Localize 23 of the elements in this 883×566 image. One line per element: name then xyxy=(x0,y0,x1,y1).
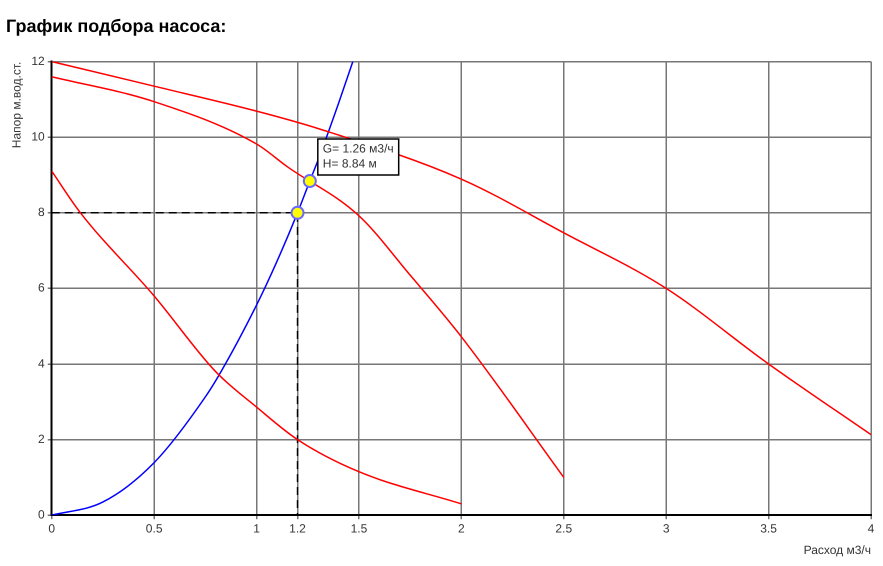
chart-title: График подбора насоса: xyxy=(6,16,226,36)
x-tick-label: 3.5 xyxy=(760,522,778,536)
y-tick-label: 8 xyxy=(38,205,46,220)
x-axis-title: Расход м3/ч xyxy=(804,543,871,558)
y-tick-label: 6 xyxy=(38,280,46,295)
y-tick-label: 2 xyxy=(38,432,46,446)
y-tick-label: 4 xyxy=(38,356,46,370)
y-axis-title: Напор м.вод.ст. xyxy=(10,62,24,148)
x-tick-label: 1.5 xyxy=(350,522,368,536)
y-tick-label: 10 xyxy=(31,130,46,144)
x-tick-label: 0.5 xyxy=(146,522,163,536)
x-tick-label: 1.2 xyxy=(289,522,306,536)
line-series xyxy=(52,170,462,505)
line-series xyxy=(52,76,565,478)
annotation: G= 1.26 м3/ч H= 8.84 м xyxy=(322,141,394,170)
y-tick-label: 12 xyxy=(31,54,46,68)
y-tick-label: 0 xyxy=(38,508,46,522)
x-tick-label: 2 xyxy=(458,522,466,536)
x-tick-label: 1 xyxy=(253,522,260,536)
x-tick-label: 4 xyxy=(868,522,875,536)
x-tick-label: 3 xyxy=(662,522,670,536)
x-tick-label: 0 xyxy=(48,522,56,536)
x-tick-label: 2.5 xyxy=(555,522,572,536)
